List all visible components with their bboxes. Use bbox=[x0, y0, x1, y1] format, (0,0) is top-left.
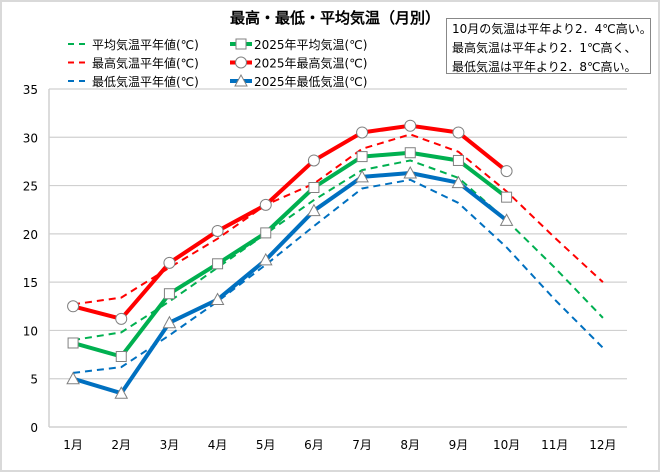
triangle-marker bbox=[307, 203, 321, 217]
y-tick-label: 30 bbox=[23, 131, 38, 145]
series-line bbox=[72, 178, 604, 374]
y-tick-label: 25 bbox=[23, 180, 38, 194]
series-5 bbox=[66, 165, 514, 399]
x-tick-label: 9月 bbox=[449, 438, 469, 452]
legend-label: 2025年平均気温(℃) bbox=[254, 37, 367, 52]
x-tick-label: 1月 bbox=[63, 438, 83, 452]
triangle-marker bbox=[499, 213, 514, 226]
legend-label: 2025年最高気温(℃) bbox=[254, 56, 367, 71]
circle-marker bbox=[500, 165, 513, 178]
annotation-line: 最高気温は平年より2．1℃高く、 bbox=[452, 41, 637, 55]
circle-marker bbox=[115, 312, 128, 325]
triangle-marker bbox=[210, 292, 225, 306]
square-marker bbox=[501, 191, 513, 203]
triangle-marker bbox=[258, 252, 273, 266]
x-tick-label: 6月 bbox=[304, 438, 324, 452]
circle-marker bbox=[307, 154, 320, 167]
square-marker bbox=[67, 337, 79, 349]
triangle-marker bbox=[403, 165, 418, 179]
triangle-marker bbox=[355, 169, 369, 183]
legend-item: 2025年最低気温(℃) bbox=[230, 73, 367, 89]
y-tick-label: 35 bbox=[23, 83, 38, 97]
square-marker bbox=[260, 227, 272, 239]
series-2 bbox=[72, 133, 604, 306]
square-marker bbox=[212, 258, 224, 270]
legend-item: 平均気温平年値(℃) bbox=[68, 37, 199, 52]
y-tick-label: 15 bbox=[23, 276, 38, 290]
x-tick-label: 2月 bbox=[111, 438, 131, 452]
triangle-marker bbox=[114, 386, 129, 399]
x-tick-label: 12月 bbox=[589, 438, 616, 452]
circle-marker bbox=[259, 198, 272, 211]
legend-item: 最低気温平年値(℃) bbox=[68, 74, 199, 89]
triangle-marker bbox=[162, 315, 177, 329]
y-tick-label: 5 bbox=[30, 373, 38, 387]
circle-marker bbox=[163, 256, 176, 269]
y-tick-label: 10 bbox=[23, 324, 38, 338]
circle-marker bbox=[235, 56, 247, 69]
legend-label: 平均気温平年値(℃) bbox=[92, 37, 199, 52]
square-marker bbox=[308, 182, 320, 194]
x-tick-label: 4月 bbox=[208, 438, 228, 452]
series-3 bbox=[67, 119, 513, 325]
annotation-line: 最低気温は平年より2．8℃高い。 bbox=[452, 60, 637, 74]
legend-label: 2025年最低気温(℃) bbox=[254, 74, 367, 89]
square-marker bbox=[115, 351, 127, 363]
series-line bbox=[72, 171, 508, 396]
series-1 bbox=[67, 147, 513, 363]
circle-marker bbox=[67, 300, 80, 313]
square-marker bbox=[163, 288, 175, 300]
legend-item: 最高気温平年値(℃) bbox=[68, 56, 199, 71]
square-marker bbox=[356, 151, 368, 163]
legend-label: 最高気温平年値(℃) bbox=[92, 56, 199, 71]
square-marker bbox=[404, 147, 416, 159]
x-tick-label: 10月 bbox=[493, 438, 520, 452]
chart-title: 最高・最低・平均気温（月別） bbox=[230, 9, 440, 27]
x-tick-label: 5月 bbox=[256, 438, 276, 452]
x-tick-label: 3月 bbox=[160, 438, 180, 452]
triangle-marker bbox=[451, 175, 466, 189]
series-line bbox=[72, 133, 604, 306]
x-tick-label: 7月 bbox=[352, 438, 372, 452]
series-line bbox=[72, 150, 508, 359]
circle-marker bbox=[211, 224, 224, 237]
annotation-line: 10月の気温は平年より2．4℃高い。 bbox=[452, 22, 652, 36]
legend-item: 2025年平均気温(℃) bbox=[230, 37, 367, 52]
y-tick-label: 0 bbox=[30, 421, 38, 435]
annotation-box: 10月の気温は平年より2．4℃高い。 最高気温は平年より2．1℃高く、 最低気温… bbox=[446, 18, 652, 74]
square-marker bbox=[235, 38, 247, 50]
legend-item: 2025年最高気温(℃) bbox=[230, 56, 367, 71]
circle-marker bbox=[452, 126, 465, 139]
series-line bbox=[72, 123, 508, 321]
triangle-marker bbox=[66, 371, 80, 385]
x-tick-label: 8月 bbox=[400, 438, 420, 452]
x-tick-label: 11月 bbox=[541, 438, 568, 452]
y-tick-label: 20 bbox=[23, 228, 38, 242]
circle-marker bbox=[356, 126, 369, 139]
series-4 bbox=[72, 178, 604, 374]
circle-marker bbox=[404, 119, 417, 132]
triangle-marker bbox=[234, 73, 248, 87]
legend-label: 最低気温平年値(℃) bbox=[92, 74, 199, 89]
square-marker bbox=[452, 154, 464, 166]
